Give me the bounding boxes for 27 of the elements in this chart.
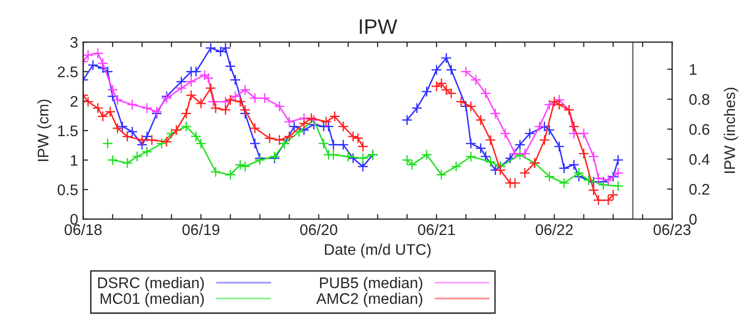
y2-tick-label: 1 bbox=[690, 64, 696, 75]
x-tick-label: 06/22 bbox=[536, 224, 573, 236]
legend-label: DSRC (median) bbox=[98, 277, 204, 292]
y-tick-label: 0.5 bbox=[58, 184, 78, 196]
x-tick-label: 06/23 bbox=[654, 224, 691, 236]
y2-tick-label: 0.2 bbox=[689, 184, 710, 195]
x-tick-label: 06/21 bbox=[418, 224, 455, 236]
y-tick-label: 1 bbox=[70, 155, 78, 166]
y2-tick-label: 0.4 bbox=[689, 154, 710, 165]
x-tick-label: 06/18 bbox=[64, 224, 102, 236]
x-tick-label: 06/20 bbox=[300, 224, 338, 236]
legend-label: PUB5 (median) bbox=[320, 277, 422, 292]
x-axis-title: Date (m/d UTC) bbox=[324, 244, 431, 258]
y2-tick-label: 0.6 bbox=[689, 124, 710, 135]
legend-label: AMC2 (median) bbox=[316, 292, 422, 308]
chart-title: IPW bbox=[360, 19, 398, 34]
y2-tick-label: 0.8 bbox=[689, 94, 710, 105]
y-tick-label: 1.5 bbox=[58, 126, 78, 136]
x-tick-label: 06/19 bbox=[182, 224, 220, 236]
y-tick-label: 2 bbox=[70, 96, 78, 107]
y-axis-title: IPW (cm) bbox=[37, 100, 52, 161]
y-tick-label: 3 bbox=[70, 36, 78, 48]
y2-tick-label: 0 bbox=[689, 214, 697, 225]
legend-label: MC01 (median) bbox=[100, 292, 204, 308]
y2-axis-title: IPW (inches) bbox=[724, 88, 738, 173]
y-tick-label: 2.5 bbox=[58, 66, 78, 78]
y-tick-label: 0 bbox=[70, 214, 78, 225]
